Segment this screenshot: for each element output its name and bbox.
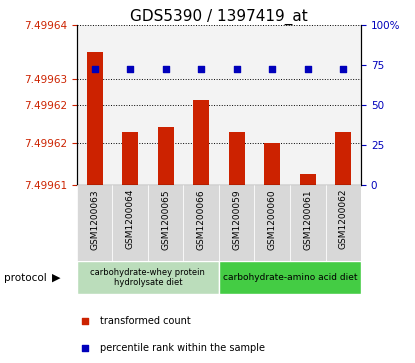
Text: ▶: ▶: [52, 273, 60, 283]
Bar: [193, 100, 209, 185]
Bar: [148, 185, 183, 261]
Bar: [183, 25, 219, 185]
Text: GSM1200060: GSM1200060: [268, 189, 277, 250]
Bar: [264, 143, 280, 185]
Bar: [229, 132, 245, 185]
Point: [198, 66, 205, 72]
Bar: [254, 185, 290, 261]
Point: [269, 66, 276, 72]
Point: [233, 66, 240, 72]
Bar: [219, 25, 254, 185]
Bar: [290, 185, 325, 261]
Bar: [300, 175, 316, 185]
Text: carbohydrate-amino acid diet: carbohydrate-amino acid diet: [223, 273, 357, 282]
Point: [305, 66, 311, 72]
Text: GSM1200064: GSM1200064: [126, 189, 134, 249]
Title: GDS5390 / 1397419_at: GDS5390 / 1397419_at: [130, 9, 308, 25]
Text: GSM1200065: GSM1200065: [161, 189, 170, 250]
Bar: [254, 25, 290, 185]
Bar: [87, 52, 103, 185]
Bar: [148, 25, 183, 185]
Point: [340, 66, 347, 72]
Bar: [325, 185, 361, 261]
Bar: [325, 25, 361, 185]
Bar: [77, 261, 219, 294]
Text: GSM1200059: GSM1200059: [232, 189, 241, 250]
Text: GSM1200061: GSM1200061: [303, 189, 312, 250]
Bar: [77, 185, 112, 261]
Text: GSM1200063: GSM1200063: [90, 189, 99, 250]
Text: GSM1200062: GSM1200062: [339, 189, 348, 249]
Text: protocol: protocol: [4, 273, 47, 283]
Bar: [290, 25, 325, 185]
Text: carbohydrate-whey protein
hydrolysate diet: carbohydrate-whey protein hydrolysate di…: [90, 268, 205, 287]
Text: GSM1200066: GSM1200066: [197, 189, 206, 250]
Point: [82, 346, 89, 351]
Bar: [77, 25, 112, 185]
Bar: [122, 132, 138, 185]
Text: transformed count: transformed count: [100, 316, 190, 326]
Point: [91, 66, 98, 72]
Text: percentile rank within the sample: percentile rank within the sample: [100, 343, 264, 354]
Bar: [112, 185, 148, 261]
Bar: [112, 25, 148, 185]
Bar: [335, 132, 351, 185]
Bar: [219, 185, 254, 261]
Bar: [158, 127, 173, 185]
Point: [127, 66, 133, 72]
Point: [162, 66, 169, 72]
Bar: [219, 261, 361, 294]
Point: [82, 318, 89, 324]
Bar: [183, 185, 219, 261]
